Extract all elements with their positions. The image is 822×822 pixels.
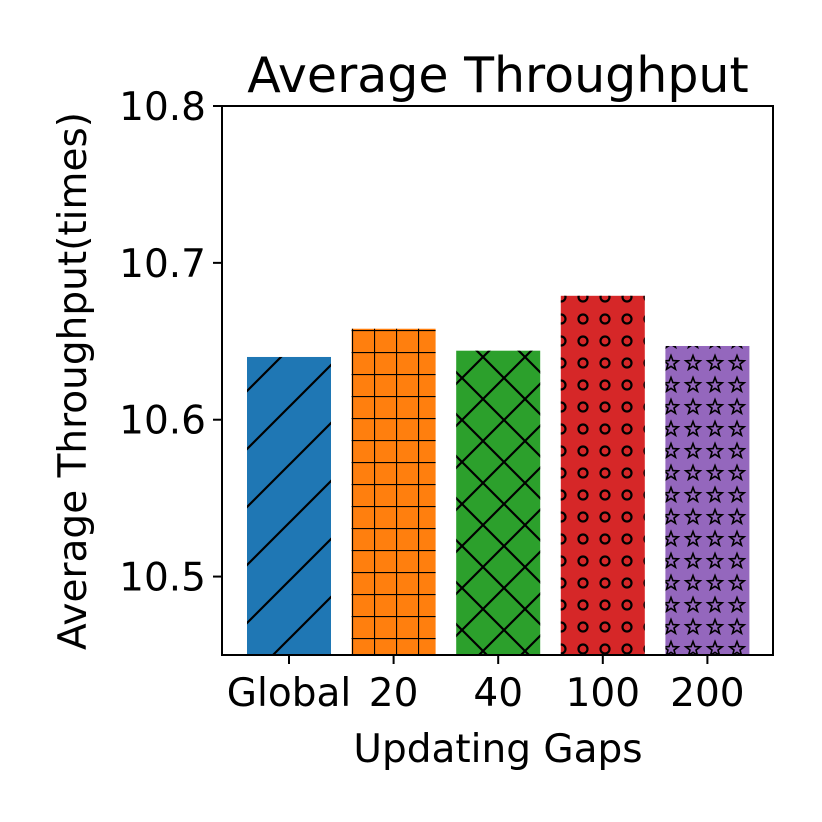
x-tick-label: Global [227,671,351,716]
bar-hatch-global [247,356,331,655]
x-axis-label: Updating Gaps [353,727,642,772]
bar-hatch-200 [665,345,750,655]
y-tick-label: 10.5 [119,556,206,601]
bars [247,295,750,655]
bar-hatch-20 [351,328,436,655]
bar-hatch-40 [456,350,541,655]
y-axis-label: Average Throughput(times) [51,112,96,650]
y-axis: 10.5 10.6 10.7 10.8 [119,85,222,601]
y-tick-label: 10.8 [119,85,206,130]
bar-hatch-100 [560,295,645,655]
x-tick-label: 20 [369,671,419,716]
chart-title: Average Throughput [247,47,748,104]
x-tick-label: 40 [473,671,523,716]
x-tick-label: 200 [670,671,744,716]
x-tick-label: 100 [566,671,640,716]
x-axis: Global 20 40 100 200 [227,655,745,716]
y-tick-label: 10.7 [119,242,206,287]
y-tick-label: 10.6 [119,399,206,444]
